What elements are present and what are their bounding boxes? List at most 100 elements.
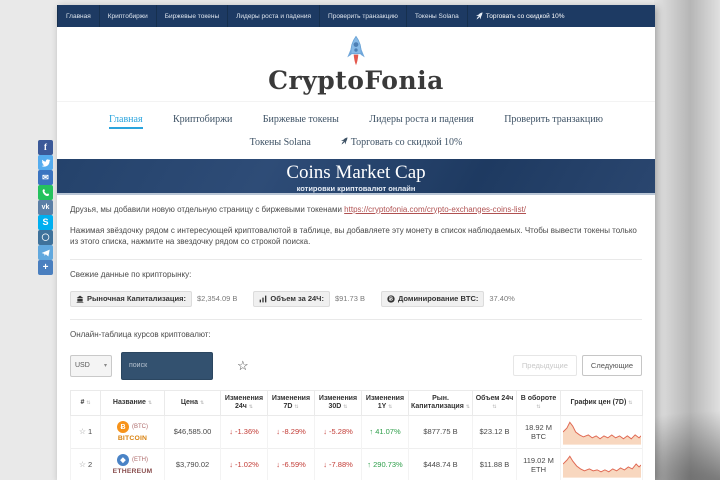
col-change-30d[interactable]: Изменения 30D ⇅ (314, 389, 362, 416)
change-24h-cell: ↓ -1.36% (220, 414, 268, 448)
nav-item-gainers-losers[interactable]: Лидеры роста и падения (369, 113, 474, 125)
rocket-icon (339, 135, 350, 146)
sort-icon: ⇅ (388, 403, 393, 410)
down-arrow-icon: ↓ (276, 427, 280, 436)
topbar-item-solana-tokens[interactable]: Токены Solana (407, 5, 468, 27)
col-volume-24h[interactable]: Объем 24ч ⇅ (472, 389, 517, 416)
table-controls: USD ▾ ☆ Предыдущие Следующие (70, 351, 642, 380)
nav-item-home[interactable]: Главная (108, 114, 143, 129)
change-30d-cell: ↓ -7.88% (314, 447, 362, 480)
vk-share-icon[interactable]: vk (38, 200, 53, 215)
exchange-tokens-link[interactable]: https://cryptofonia.com/crypto-exchanges… (344, 204, 527, 214)
col-change-1y[interactable]: Изменения 1Y ⇅ (361, 389, 409, 416)
page-banner: Coins Market Cap котировки криптовалют о… (57, 158, 655, 195)
intro-paragraph-1: Друзья, мы добавили новую отдельную стра… (70, 204, 527, 214)
col-change-24h[interactable]: Изменения 24ч ⇅ (220, 389, 268, 416)
telegram-share-icon[interactable] (38, 245, 53, 260)
currency-select[interactable]: USD ▾ (70, 354, 112, 377)
share-more-icon[interactable]: + (38, 260, 53, 275)
price-sparkline (560, 414, 643, 448)
topbar-item-exchange-tokens[interactable]: Биржевые токены (157, 5, 229, 27)
up-arrow-icon: ↑ (369, 427, 374, 436)
whatsapp-share-icon[interactable] (38, 185, 53, 200)
topbar-item-check-transaction[interactable]: Проверить транзакцию (320, 5, 407, 27)
change-7d-cell: ↓ -6.59% (267, 447, 315, 480)
col-price[interactable]: Цена ⇅ (164, 389, 221, 416)
rocket-logo-icon (346, 35, 366, 66)
nav-item-exchanges[interactable]: Криптобиржи (173, 113, 233, 125)
main-nav: Главная Криптобиржи Биржевые токены Лиде… (57, 100, 655, 159)
site-title: CryptoFonia (268, 66, 444, 95)
site-logo[interactable]: CryptoFonia (57, 27, 655, 95)
rank: 1 (88, 427, 93, 436)
sort-icon: ⇅ (343, 403, 348, 410)
facebook-share-icon[interactable]: f (38, 140, 53, 155)
col-market-cap[interactable]: Рын. Капитализация ⇅ (408, 389, 473, 416)
down-arrow-icon: ↓ (323, 427, 327, 436)
col-rank[interactable]: # ⇅ (70, 389, 101, 416)
twitter-share-icon[interactable] (38, 155, 53, 170)
bitcoin-icon: Ƀ (387, 294, 395, 302)
down-arrow-icon: ↓ (276, 460, 280, 469)
market-stats-row: Рыночная Капитализация: $2,354.09 B Объе… (70, 290, 642, 307)
price-sparkline (560, 447, 643, 480)
circulating-cell: 18.92 M BTC (516, 414, 561, 448)
favorite-star-icon[interactable]: ☆ (78, 460, 86, 469)
market-stats-heading: Свежие данные по крипторынку: (70, 269, 192, 279)
volume-cell: $11.88 B (472, 447, 517, 480)
page-edge-shadow (654, 0, 720, 480)
change-1y-cell: ↑ 41.07% (361, 414, 409, 448)
coin-name-link[interactable]: BITCOIN (117, 435, 148, 442)
sort-icon: ⇅ (147, 399, 153, 406)
change-24h-cell: ↓ -1.02% (220, 447, 268, 480)
topbar-item-gainers-losers[interactable]: Лидеры роста и падения (228, 5, 321, 27)
coins-table: # ⇅ Название ⇅ Цена ⇅ Изменения 24ч ⇅ Из… (70, 389, 643, 480)
next-page-button[interactable]: Следующие (581, 355, 642, 376)
sort-icon: ⇅ (294, 403, 299, 410)
favorite-star-icon[interactable]: ☆ (78, 427, 86, 436)
telegram-plane-icon (41, 249, 50, 256)
table-row-bitcoin: ☆ 1 Ƀ (BTC) BITCOIN $46,585.00 ↓ -1.36% ↓ … (70, 414, 643, 448)
price-cell: $3,790.02 (164, 447, 221, 480)
price-cell: $46,585.00 (164, 414, 221, 448)
col-price-chart-7d[interactable]: График цен (7D) ⇅ (560, 389, 643, 416)
col-name[interactable]: Название ⇅ (100, 389, 165, 416)
down-arrow-icon: ↓ (229, 427, 233, 436)
nav-item-exchange-tokens[interactable]: Биржевые токены (262, 113, 339, 125)
watchlist-star-icon[interactable]: ☆ (237, 358, 249, 373)
bar-chart-icon (260, 295, 267, 302)
col-change-7d[interactable]: Изменения 7D ⇅ (267, 389, 315, 416)
stat-volume-24h-value: $91.73 B (334, 294, 365, 303)
nav-item-trade-discount[interactable]: Торговать со скидкой 10% (339, 135, 462, 148)
up-arrow-icon: ↑ (367, 460, 372, 469)
svg-text:Ƀ: Ƀ (389, 296, 393, 302)
coin-name-link[interactable]: ETHEREUM (112, 468, 153, 475)
bank-icon (76, 295, 84, 303)
site-frame: Главная Криптобиржи Биржевые токены Лиде… (57, 5, 655, 480)
skype-share-icon[interactable]: S (38, 215, 53, 230)
odnoklassniki-share-icon[interactable]: ◯ (38, 230, 53, 245)
social-share-bar: f ✉ vk S ◯ + (38, 140, 54, 275)
eth-coin-icon: ◆ (117, 454, 129, 466)
email-share-icon[interactable]: ✉ (38, 170, 53, 185)
col-circulating[interactable]: В обороте ⇅ (516, 389, 561, 416)
market-cap-cell: $877.75 B (408, 414, 473, 448)
nav-item-check-transaction[interactable]: Проверить транзакцию (504, 113, 604, 125)
prev-page-button[interactable]: Предыдущие (512, 355, 577, 376)
sort-icon: ⇅ (248, 403, 253, 410)
search-input[interactable] (121, 351, 213, 380)
whatsapp-phone-icon (42, 188, 49, 196)
topbar-trade-discount-link[interactable]: Торговать со скидкой 10% (468, 5, 573, 27)
sort-icon: ⇅ (199, 399, 205, 406)
nav-item-solana-tokens[interactable]: Токены Solana (249, 136, 311, 148)
topbar-item-home[interactable]: Главная (57, 5, 100, 27)
stat-btc-dominance-value: 37.40% (489, 294, 515, 303)
twitter-bird-icon (41, 158, 50, 167)
change-7d-cell: ↓ -8.29% (267, 414, 315, 448)
circulating-cell: 119.02 M ETH (516, 447, 561, 480)
topbar-item-exchanges[interactable]: Криптобиржи (100, 5, 157, 27)
change-1y-cell: ↑ 290.73% (361, 447, 409, 480)
chevron-down-icon: ▾ (103, 363, 107, 369)
stat-volume-24h: Объем за 24Ч: $91.73 B (253, 290, 365, 307)
btc-coin-icon: Ƀ (117, 421, 129, 433)
